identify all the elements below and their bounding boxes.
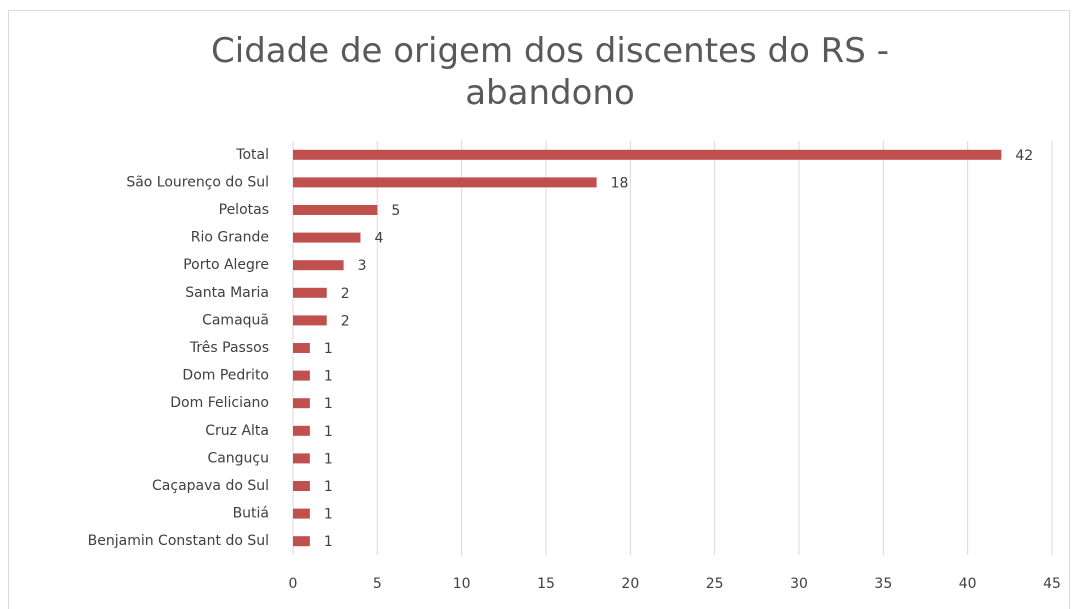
data-label: 2: [341, 286, 350, 302]
data-label: 1: [324, 479, 333, 495]
data-label: 1: [324, 396, 333, 412]
data-label: 2: [341, 313, 350, 329]
data-label: 1: [324, 341, 333, 357]
y-tick-label: São Lourenço do Sul: [126, 174, 269, 190]
bar: [293, 370, 310, 381]
x-tick-label: 0: [289, 576, 298, 592]
x-tick-label: 10: [453, 576, 471, 592]
y-tick-label: Butiá: [233, 506, 269, 522]
bar: [293, 149, 1002, 160]
data-label: 1: [324, 424, 333, 440]
data-label: 18: [611, 175, 629, 191]
data-label: 1: [324, 451, 333, 467]
x-tick-label: 30: [790, 576, 808, 592]
bar: [293, 177, 597, 188]
data-label: 3: [358, 258, 367, 274]
y-tick-label: Dom Pedrito: [182, 368, 269, 384]
x-tick-label: 35: [874, 576, 892, 592]
x-tick-label: 5: [373, 576, 382, 592]
bar: [293, 205, 378, 215]
bar: [293, 425, 310, 436]
bar: [293, 232, 361, 243]
bar: [293, 315, 327, 326]
bar: [293, 453, 310, 464]
bar: [293, 260, 344, 271]
data-label: 42: [1015, 148, 1033, 164]
bar: [293, 508, 310, 519]
bar: [293, 481, 310, 491]
y-tick-label: Canguçu: [207, 450, 269, 466]
x-tick-label: 15: [537, 576, 555, 592]
data-label: 1: [324, 369, 333, 385]
y-tick-label: Camaquã: [202, 312, 269, 328]
data-label: 4: [374, 231, 383, 247]
y-tick-label: Total: [235, 147, 269, 163]
y-tick-label: Rio Grande: [191, 230, 269, 246]
y-tick-label: Pelotas: [219, 202, 269, 218]
y-tick-label: Santa Maria: [185, 285, 269, 301]
y-tick-label: Benjamin Constant do Sul: [88, 533, 269, 549]
data-label: 1: [324, 534, 333, 550]
bar: [293, 287, 327, 298]
y-tick-label: Cruz Alta: [205, 423, 269, 439]
x-tick-label: 45: [1043, 576, 1061, 592]
y-tick-label: Três Passos: [189, 340, 269, 356]
x-tick-label: 25: [706, 576, 724, 592]
chart-frame: [8, 10, 1070, 609]
y-tick-label: Porto Alegre: [183, 257, 269, 273]
bar: [293, 536, 310, 547]
bar: [293, 398, 310, 409]
data-label: 1: [324, 507, 333, 523]
x-tick-label: 40: [959, 576, 977, 592]
y-tick-label: Caçapava do Sul: [152, 478, 269, 494]
data-label: 5: [391, 203, 400, 219]
y-tick-label: Dom Feliciano: [170, 395, 269, 411]
x-tick-label: 20: [621, 576, 639, 592]
chart-title: Cidade de origem dos discentes do RS - a…: [211, 31, 889, 113]
bar: [293, 343, 310, 353]
